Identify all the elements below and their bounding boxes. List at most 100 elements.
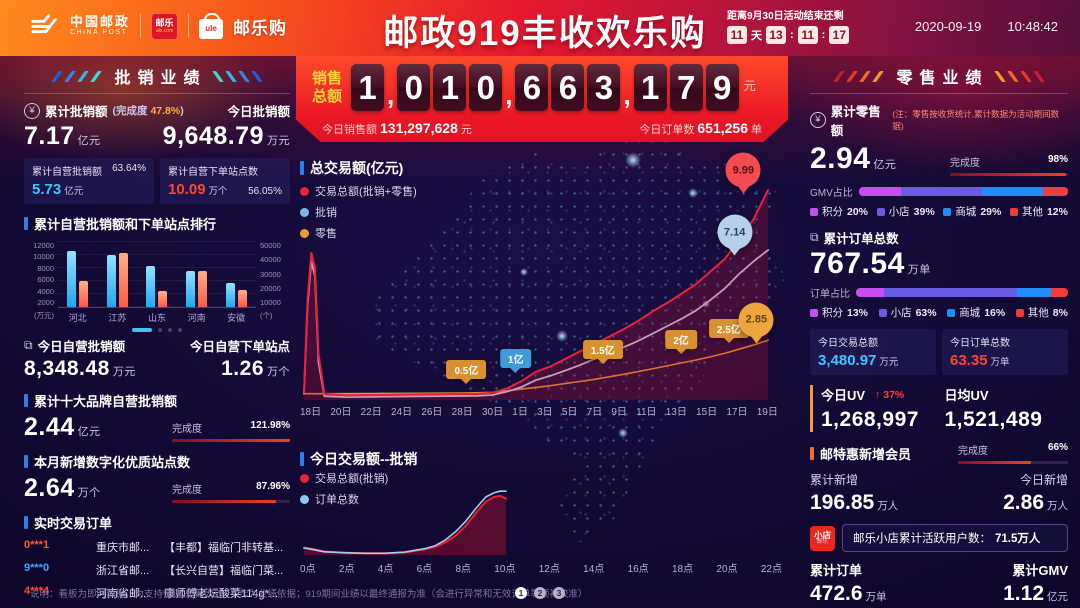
share-label: 小店 bbox=[888, 206, 910, 218]
axis-tick-label: 3日 bbox=[537, 407, 553, 418]
order-item: 【长兴自营】福临门菜... bbox=[164, 565, 284, 577]
rank-bar-chart: 12000 10000 8000 6000 4000 2000 (万元) 河北 … bbox=[24, 241, 290, 332]
flip-digit: 1 bbox=[633, 64, 667, 111]
milestone-callout: 0.5亿 bbox=[446, 359, 487, 379]
share-percent: 16% bbox=[984, 306, 1006, 319]
retail-note: (注：零售按收货统计,累计数据为活动期间数据) bbox=[892, 109, 1060, 131]
share-segment bbox=[858, 187, 901, 196]
share-label: 商城 bbox=[955, 206, 977, 218]
flip-digit: 7 bbox=[669, 64, 703, 111]
axis-tick-label: 30日 bbox=[481, 407, 504, 418]
share-color-swatch bbox=[876, 207, 885, 216]
value-pin-marker: 7.14 bbox=[717, 214, 753, 250]
cum-wholesale-value: 7.17 亿元 bbox=[24, 122, 101, 150]
axis-tick-label: 10点 bbox=[494, 564, 516, 575]
today-self-sites-label: 今日自营下单站点 bbox=[189, 340, 290, 354]
legend-dot bbox=[300, 473, 309, 483]
avg-uv-value: 1,521,489 bbox=[944, 408, 1043, 431]
value-pin-marker: 9.99 bbox=[725, 152, 761, 188]
share-legend-item: 积分 20% bbox=[810, 204, 868, 219]
order-id: 0***1 bbox=[24, 539, 50, 551]
total-sales-unit: 元 bbox=[743, 79, 756, 93]
current-date: 2020-09-19 bbox=[914, 19, 982, 34]
share-legend-item: 积分 13% bbox=[810, 305, 868, 320]
legend-label: 交易总额(批销+零售) bbox=[315, 186, 417, 198]
share-percent: 29% bbox=[980, 205, 1002, 218]
china-post-en: CHINA POST bbox=[70, 29, 128, 37]
pagination-dot[interactable]: 2 bbox=[534, 587, 546, 599]
retail-progress: 完成度 98% bbox=[950, 154, 1068, 176]
axis-tick-label: 6000 bbox=[37, 275, 54, 285]
page-title: 邮政919丰收欢乐购 bbox=[383, 14, 707, 53]
pagination[interactable]: 1 2 3 bbox=[515, 587, 565, 599]
line-chart-svg bbox=[303, 189, 769, 400]
china-post-logo-text: 中国邮政 CHINA POST bbox=[70, 14, 130, 37]
today-self-sites-value: 1.26 万个 bbox=[221, 357, 290, 380]
legend-label: 订单总数 bbox=[315, 494, 359, 506]
order-row[interactable]: 0***1 重庆市邮... 【丰都】福临门非转基... bbox=[24, 539, 290, 555]
total-transaction-title: 总交易额(亿元) bbox=[300, 158, 403, 178]
total-transaction-legend: 交易总额(批销+零售) 批销 零售 bbox=[300, 178, 417, 241]
legend-item: 零售 bbox=[300, 225, 417, 241]
order-share-bar: 订单占比 bbox=[810, 285, 1068, 300]
milestone-callout: 2亿 bbox=[665, 329, 697, 349]
axis-tick-label: 50000 bbox=[260, 241, 281, 250]
self-wholesale-box: 累计自营批销额 63.64% 5.73 亿元 bbox=[24, 158, 154, 204]
today-transaction-title: 今日交易额--批销 bbox=[300, 449, 417, 469]
axis-tick-label: 15日 bbox=[696, 407, 718, 418]
self-sites-box: 累计自营下单站点数 10.09 万个 56.05% bbox=[160, 158, 290, 204]
bar-group bbox=[186, 271, 208, 307]
today-orders: 今日订单数 651,256 单 bbox=[639, 120, 762, 136]
order-row[interactable]: 9***0 浙江省邮... 【长兴自营】福临门菜... bbox=[24, 562, 290, 578]
arrow-up-icon: ↑ bbox=[875, 388, 881, 401]
cum-retail-label: ¥ 累计零售额 bbox=[810, 101, 892, 139]
axis-tick-label: 7日 bbox=[586, 407, 603, 418]
share-label: 其他 bbox=[1021, 206, 1043, 218]
axis-tick-label: 18点 bbox=[671, 564, 694, 575]
share-percent: 39% bbox=[913, 205, 935, 218]
digital-progress: 完成度 87.96% bbox=[172, 481, 290, 503]
flip-digit: 1 bbox=[433, 64, 467, 111]
gmv-share-bar: GMV占比 bbox=[810, 184, 1068, 199]
pagination-dot[interactable]: 3 bbox=[553, 587, 565, 599]
share-legend-item: 商城 29% bbox=[943, 204, 1001, 219]
realtime-orders-title: 实时交易订单 bbox=[24, 513, 290, 532]
flip-digit: 9 bbox=[705, 64, 739, 111]
legend-dot bbox=[300, 494, 309, 504]
pagination-dot[interactable]: 1 bbox=[515, 587, 527, 599]
share-legend-item: 其他 12% bbox=[1009, 204, 1068, 219]
flip-digit: 0 bbox=[469, 64, 503, 111]
wholesale-title: 批销业绩 bbox=[114, 70, 207, 87]
legend-label: 零售 bbox=[315, 228, 337, 240]
axis-tick-label: 2000 bbox=[37, 297, 54, 307]
today-wholesale-label: 今日批销额 bbox=[227, 105, 290, 119]
axis-tick-label: 24日 bbox=[390, 407, 413, 418]
category-label: 河北 bbox=[68, 313, 87, 323]
axis-tick-label: 12点 bbox=[538, 564, 560, 575]
today-chart-x-axis: 0点 2点 4点 6点 8点 10点 12点 14点 16点 18点 20点 2… bbox=[300, 560, 782, 575]
category-label: 河南 bbox=[187, 313, 206, 323]
rank-section-title: 累计自营批销额和下单站点排行 bbox=[24, 214, 290, 233]
datetime: 2020-09-19 10:48:42 bbox=[915, 19, 1058, 34]
uv-trend: ↑ 37% bbox=[875, 388, 905, 401]
today-uv-cell: 今日UV ↑ 37% 1,268,997 bbox=[810, 385, 945, 432]
axis-tick-label: 20日 bbox=[330, 407, 352, 418]
wholesale-panel: 批销业绩 ¥ 累计批销额 (完成度 47.8%) 今日批销额 7.17 亿元 9,… bbox=[24, 64, 290, 601]
axis-tick-label: 30000 bbox=[260, 269, 281, 279]
today-sales: 今日销售额 131,297,628 元 bbox=[322, 120, 472, 136]
share-legend-item: 其他 8% bbox=[1015, 305, 1068, 320]
flip-digit: 6 bbox=[515, 64, 549, 111]
member-new: 今日新增 2.86 万人 bbox=[1003, 473, 1068, 514]
axis-tick-label: 40000 bbox=[260, 255, 281, 265]
carousel-indicator[interactable] bbox=[58, 328, 256, 332]
legend-item: 交易总额(批销) bbox=[300, 470, 388, 486]
axis-tick-label: 8点 bbox=[455, 564, 471, 575]
order-row[interactable]: 4***4 河南省邮... 康师傅老坛酸菜114g*... bbox=[24, 585, 290, 601]
axis-tick-label: 0点 bbox=[300, 564, 316, 575]
ulegou-bag-icon: ule bbox=[199, 12, 224, 39]
divider bbox=[188, 14, 190, 38]
axis-tick-label: 5日 bbox=[561, 407, 578, 418]
header-bar bbox=[0, 0, 1080, 56]
divider bbox=[140, 14, 142, 38]
